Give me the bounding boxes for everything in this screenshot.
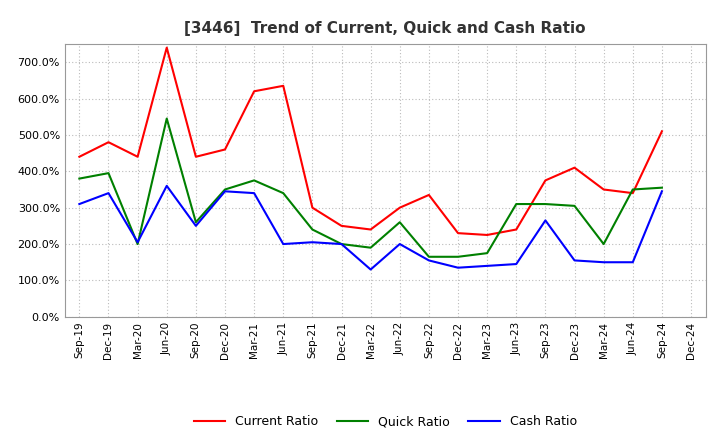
Quick Ratio bbox=[599, 242, 608, 247]
Current Ratio bbox=[366, 227, 375, 232]
Cash Ratio bbox=[220, 189, 229, 194]
Current Ratio bbox=[133, 154, 142, 159]
Quick Ratio bbox=[75, 176, 84, 181]
Quick Ratio bbox=[192, 220, 200, 225]
Cash Ratio bbox=[104, 191, 113, 196]
Cash Ratio bbox=[366, 267, 375, 272]
Cash Ratio bbox=[133, 240, 142, 245]
Cash Ratio bbox=[395, 242, 404, 247]
Quick Ratio bbox=[541, 202, 550, 207]
Current Ratio bbox=[395, 205, 404, 210]
Current Ratio bbox=[512, 227, 521, 232]
Cash Ratio bbox=[657, 189, 666, 194]
Current Ratio bbox=[657, 128, 666, 134]
Current Ratio bbox=[483, 232, 492, 238]
Current Ratio bbox=[163, 45, 171, 50]
Quick Ratio bbox=[570, 203, 579, 209]
Cash Ratio bbox=[629, 260, 637, 265]
Line: Cash Ratio: Cash Ratio bbox=[79, 186, 662, 270]
Current Ratio bbox=[104, 139, 113, 145]
Quick Ratio bbox=[425, 254, 433, 260]
Current Ratio bbox=[337, 223, 346, 228]
Current Ratio bbox=[279, 83, 287, 88]
Cash Ratio bbox=[512, 261, 521, 267]
Cash Ratio bbox=[454, 265, 462, 270]
Cash Ratio bbox=[163, 183, 171, 188]
Quick Ratio bbox=[279, 191, 287, 196]
Title: [3446]  Trend of Current, Quick and Cash Ratio: [3446] Trend of Current, Quick and Cash … bbox=[184, 21, 586, 36]
Current Ratio bbox=[629, 191, 637, 196]
Current Ratio bbox=[192, 154, 200, 159]
Current Ratio bbox=[454, 231, 462, 236]
Quick Ratio bbox=[308, 227, 317, 232]
Current Ratio bbox=[425, 192, 433, 198]
Legend: Current Ratio, Quick Ratio, Cash Ratio: Current Ratio, Quick Ratio, Cash Ratio bbox=[189, 411, 582, 433]
Current Ratio bbox=[570, 165, 579, 170]
Cash Ratio bbox=[425, 258, 433, 263]
Current Ratio bbox=[220, 147, 229, 152]
Cash Ratio bbox=[279, 242, 287, 247]
Quick Ratio bbox=[483, 250, 492, 256]
Quick Ratio bbox=[104, 170, 113, 176]
Line: Current Ratio: Current Ratio bbox=[79, 48, 662, 235]
Current Ratio bbox=[250, 88, 258, 94]
Quick Ratio bbox=[395, 220, 404, 225]
Cash Ratio bbox=[337, 242, 346, 247]
Cash Ratio bbox=[308, 240, 317, 245]
Current Ratio bbox=[308, 205, 317, 210]
Cash Ratio bbox=[250, 191, 258, 196]
Cash Ratio bbox=[570, 258, 579, 263]
Current Ratio bbox=[75, 154, 84, 159]
Cash Ratio bbox=[599, 260, 608, 265]
Line: Quick Ratio: Quick Ratio bbox=[79, 118, 662, 257]
Quick Ratio bbox=[250, 178, 258, 183]
Quick Ratio bbox=[366, 245, 375, 250]
Quick Ratio bbox=[454, 254, 462, 260]
Quick Ratio bbox=[512, 202, 521, 207]
Cash Ratio bbox=[192, 223, 200, 228]
Cash Ratio bbox=[541, 218, 550, 223]
Quick Ratio bbox=[163, 116, 171, 121]
Current Ratio bbox=[541, 178, 550, 183]
Quick Ratio bbox=[657, 185, 666, 191]
Cash Ratio bbox=[75, 202, 84, 207]
Quick Ratio bbox=[629, 187, 637, 192]
Quick Ratio bbox=[337, 242, 346, 247]
Quick Ratio bbox=[133, 242, 142, 247]
Quick Ratio bbox=[220, 187, 229, 192]
Current Ratio bbox=[599, 187, 608, 192]
Cash Ratio bbox=[483, 263, 492, 268]
